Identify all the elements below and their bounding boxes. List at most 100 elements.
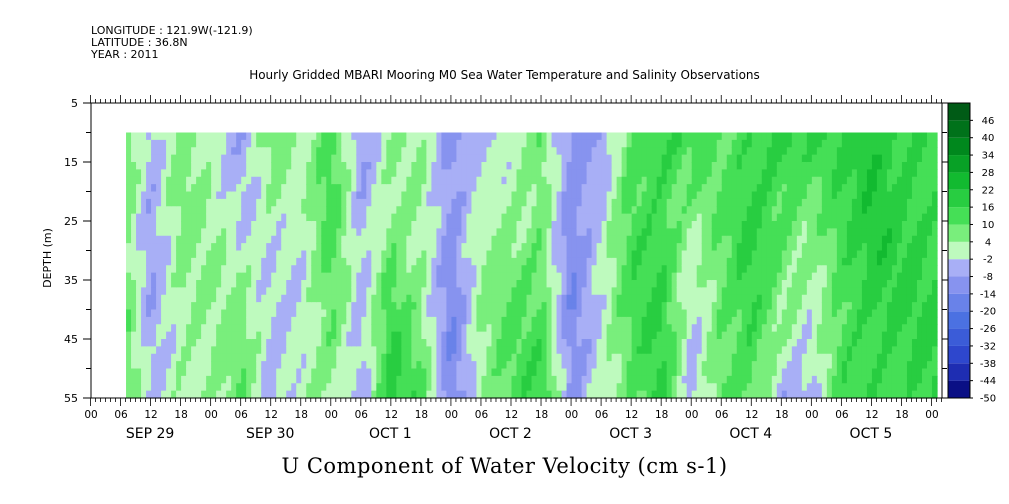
- heatmap-cell: [601, 162, 608, 170]
- heatmap-cell: [186, 324, 192, 333]
- heatmap-cell: [586, 331, 593, 340]
- heatmap-cell: [636, 206, 643, 215]
- heatmap-cell: [691, 184, 698, 193]
- heatmap-cell: [576, 250, 583, 259]
- heatmap-cell: [456, 287, 463, 296]
- heatmap-cell: [381, 206, 387, 215]
- heatmap-cell: [586, 353, 593, 362]
- heatmap-cell: [416, 176, 422, 185]
- heatmap-cell: [151, 324, 157, 333]
- heatmap-cell: [266, 213, 272, 222]
- heatmap-cell: [551, 375, 558, 384]
- heatmap-cell: [491, 294, 498, 303]
- heatmap-cell: [711, 243, 718, 252]
- heatmap-cell: [756, 257, 763, 266]
- heatmap-cell: [431, 139, 438, 148]
- heatmap-cell: [301, 383, 307, 392]
- heatmap-cell: [171, 280, 177, 288]
- heatmap-cell: [181, 302, 187, 311]
- heatmap-cell: [636, 353, 643, 362]
- heatmap-cell: [696, 294, 703, 303]
- heatmap-cell: [366, 147, 372, 156]
- heatmap-cell: [351, 257, 357, 266]
- heatmap-cell: [786, 353, 793, 362]
- heatmap-cell: [196, 221, 202, 229]
- heatmap-cell: [481, 339, 488, 347]
- heatmap-cell: [126, 198, 132, 207]
- heatmap-cell: [321, 287, 327, 296]
- heatmap-cell: [556, 346, 563, 355]
- heatmap-cell: [326, 139, 332, 148]
- heatmap-cell: [616, 294, 623, 303]
- heatmap-cell: [306, 265, 312, 274]
- heatmap-cell: [801, 139, 808, 148]
- heatmap-cell: [396, 213, 402, 222]
- heatmap-cell: [356, 162, 362, 170]
- heatmap-cell: [221, 206, 227, 215]
- heatmap-cell: [341, 162, 347, 170]
- heatmap-cell: [281, 272, 287, 281]
- heatmap-cell: [481, 154, 488, 163]
- heatmap-cell: [541, 147, 548, 156]
- heatmap-cell: [511, 198, 518, 207]
- heatmap-cell: [286, 176, 292, 185]
- heatmap-cell: [516, 221, 523, 229]
- heatmap-cell: [516, 375, 523, 384]
- heatmap-cell: [491, 375, 498, 384]
- heatmap-cell: [271, 162, 277, 170]
- heatmap-cell: [731, 309, 738, 318]
- heatmap-cell: [286, 184, 292, 193]
- heatmap-cell: [806, 302, 813, 311]
- heatmap-cell: [601, 302, 608, 311]
- heatmap-cell: [766, 375, 773, 384]
- heatmap-cell: [531, 324, 538, 333]
- heatmap-cell: [531, 213, 538, 222]
- heatmap-cell: [136, 250, 142, 259]
- heatmap-cell: [141, 265, 147, 274]
- heatmap-cell: [636, 184, 643, 193]
- heatmap-cell: [481, 169, 488, 178]
- heatmap-cell: [611, 302, 618, 311]
- heatmap-cell: [221, 368, 227, 377]
- heatmap-cell: [226, 176, 232, 185]
- heatmap-cell: [146, 257, 152, 266]
- heatmap-cell: [241, 154, 247, 163]
- heatmap-cell: [606, 257, 613, 266]
- heatmap-cell: [536, 309, 543, 318]
- heatmap-cell: [681, 302, 688, 311]
- heatmap-cell: [781, 361, 788, 370]
- heatmap-cell: [241, 169, 247, 178]
- heatmap-cell: [396, 191, 402, 200]
- heatmap-cell: [636, 265, 643, 274]
- heatmap-cell: [151, 316, 157, 325]
- heatmap-cell: [681, 169, 688, 178]
- heatmap-cell: [736, 169, 743, 178]
- heatmap-cell: [381, 353, 387, 362]
- heatmap-cell: [726, 139, 733, 148]
- heatmap-cell: [771, 390, 778, 399]
- heatmap-cell: [296, 375, 302, 384]
- heatmap-cell: [296, 294, 302, 303]
- heatmap-cell: [356, 154, 362, 163]
- heatmap-cell: [711, 361, 718, 370]
- heatmap-cell: [166, 191, 172, 200]
- heatmap-cell: [561, 294, 568, 303]
- heatmap-cell: [216, 206, 222, 215]
- heatmap-cell: [221, 154, 227, 163]
- heatmap-cell: [346, 191, 352, 200]
- heatmap-cell: [546, 294, 553, 303]
- heatmap-cell: [616, 176, 623, 185]
- heatmap-cell: [811, 375, 818, 384]
- heatmap-cell: [801, 287, 808, 296]
- heatmap-cell: [556, 221, 563, 229]
- heatmap-cell: [486, 206, 493, 215]
- heatmap-cell: [186, 176, 192, 185]
- heatmap-cell: [431, 324, 438, 333]
- heatmap-cell: [161, 361, 167, 370]
- heatmap-cell: [561, 280, 568, 288]
- heatmap-cell: [801, 339, 808, 347]
- heatmap-cell: [506, 132, 513, 141]
- heatmap-cell: [741, 339, 748, 347]
- heatmap-cell: [326, 184, 332, 193]
- heatmap-cell: [221, 250, 227, 259]
